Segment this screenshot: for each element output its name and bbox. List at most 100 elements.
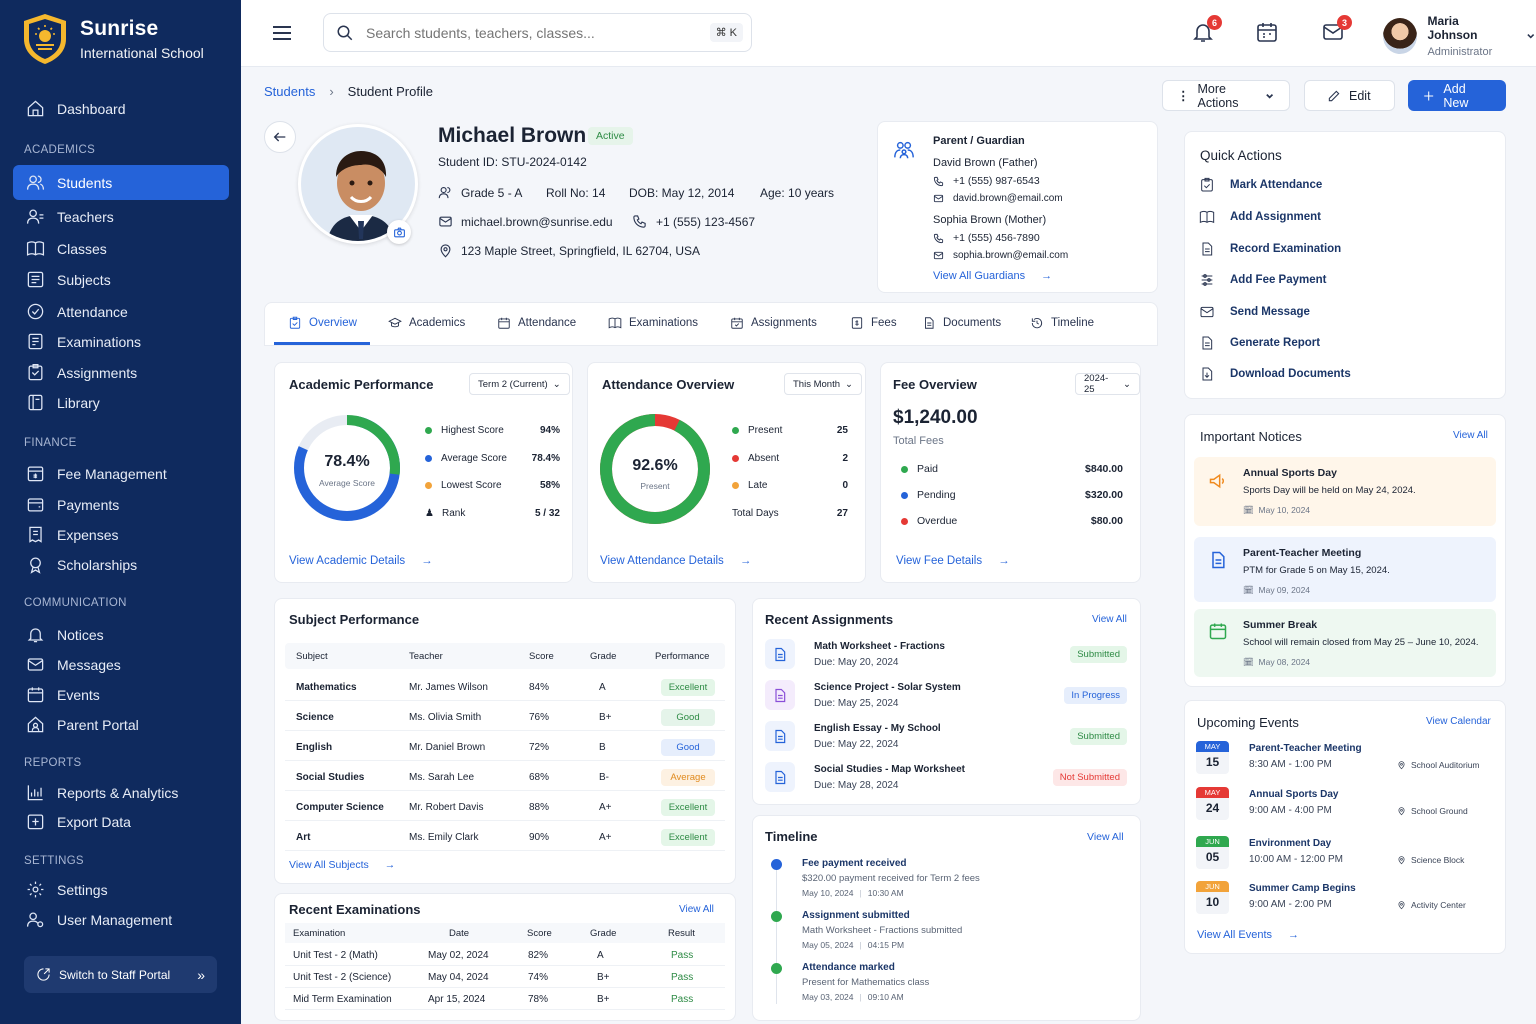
quick-action-record-examination[interactable]: Record Examination <box>1199 241 1341 257</box>
view-attendance-details-link[interactable]: View Attendance Details → <box>600 555 751 567</box>
tab-academics[interactable]: Academics <box>388 316 465 330</box>
change-photo-button[interactable] <box>387 220 411 244</box>
sidebar-item-messages[interactable]: Messages <box>13 647 229 682</box>
sidebar-item-subjects[interactable]: Subjects <box>13 262 229 297</box>
sidebar-item-students[interactable]: Students <box>13 165 229 200</box>
mother-phone[interactable]: +1 (555) 456-7890 <box>933 232 1040 244</box>
year-dropdown[interactable]: 2024-25 ⌄ <box>1075 373 1140 395</box>
more-actions-button[interactable]: ⋮ More Actions <box>1162 80 1290 111</box>
sidebar-item-settings[interactable]: Settings <box>13 872 229 907</box>
month-dropdown[interactable]: This Month ⌄ <box>784 373 862 395</box>
event-title[interactable]: Summer Camp Begins <box>1249 883 1356 894</box>
arrow-right-icon: → <box>739 555 752 567</box>
assignment-due: Due: May 25, 2024 <box>814 698 899 709</box>
assignment-status-badge: In Progress <box>1064 687 1127 704</box>
event-day: 24 <box>1205 801 1220 815</box>
event-title[interactable]: Environment Day <box>1249 838 1332 849</box>
sidebar-item-assignments[interactable]: Assignments <box>13 355 229 390</box>
student-phone[interactable]: +1 (555) 123-4567 <box>632 214 755 229</box>
exams-view-all-link[interactable]: View All <box>679 904 714 915</box>
timeline-view-all-link[interactable]: View All <box>1087 831 1124 843</box>
exam-date: May 02, 2024 <box>428 950 489 961</box>
assignment-item[interactable]: Math Worksheet - Fractions Due: May 20, 2… <box>763 637 1131 673</box>
quick-action-mark-attendance[interactable]: Mark Attendance <box>1199 177 1322 193</box>
assignments-view-all-link[interactable]: View All <box>1092 614 1127 625</box>
quick-action-download-documents[interactable]: Download Documents <box>1199 366 1351 382</box>
hamburger-menu-icon[interactable] <box>272 24 292 42</box>
sidebar-item-export[interactable]: Export Data <box>13 804 229 839</box>
sidebar-item-library[interactable]: Library <box>13 385 229 420</box>
sidebar-item-parent-portal[interactable]: Parent Portal <box>13 707 229 742</box>
notice-item[interactable]: Summer Break School will remain closed f… <box>1194 609 1496 677</box>
legend-value: 58% <box>539 480 560 491</box>
tab-examinations[interactable]: Examinations <box>608 316 698 330</box>
tab-overview[interactable]: Overview <box>288 316 357 330</box>
sidebar-item-attendance[interactable]: Attendance <box>13 294 229 329</box>
assignment-item[interactable]: English Essay - My School Due: May 22, 20… <box>763 719 1131 755</box>
view-fee-details-link[interactable]: View Fee Details → <box>896 555 1010 567</box>
event-title[interactable]: Parent-Teacher Meeting <box>1249 743 1362 754</box>
notification-count-badge: 6 <box>1207 15 1222 30</box>
event-title[interactable]: Annual Sports Day <box>1249 789 1339 800</box>
event-month: MAY <box>1196 741 1229 752</box>
back-button[interactable] <box>264 121 296 153</box>
sidebar-item-fee-management[interactable]: Fee Management <box>13 456 229 491</box>
quick-action-send-message[interactable]: Send Message <box>1199 304 1310 320</box>
quick-action-add-fee-payment[interactable]: Add Fee Payment <box>1199 272 1327 288</box>
father-phone[interactable]: +1 (555) 987-6543 <box>933 175 1040 187</box>
tab-documents[interactable]: Documents <box>922 316 1001 330</box>
quick-action-add-assignment[interactable]: Add Assignment <box>1199 209 1321 225</box>
search-input[interactable] <box>366 24 696 41</box>
messages-button[interactable]: 3 <box>1321 15 1352 44</box>
tab-attendance[interactable]: Attendance <box>497 316 576 330</box>
view-calendar-link[interactable]: View Calendar <box>1426 716 1491 727</box>
notice-item[interactable]: Parent-Teacher Meeting PTM for Grade 5 o… <box>1194 537 1496 602</box>
father-email[interactable]: david.brown@email.com <box>933 193 1063 204</box>
sidebar-item-scholarships[interactable]: Scholarships <box>13 547 229 582</box>
location-pin-icon <box>1397 855 1406 865</box>
guardian-card: Parent / Guardian David Brown (Father) +… <box>877 121 1158 293</box>
view-all-guardians-link[interactable]: View All Guardians → <box>933 270 1052 282</box>
student-email[interactable]: michael.brown@sunrise.edu <box>438 214 613 229</box>
mail-icon <box>1200 306 1214 318</box>
mother-name: Sophia Brown (Mother) <box>933 214 1047 226</box>
view-all-subjects-link[interactable]: View All Subjects → <box>289 859 395 871</box>
tab-assignments[interactable]: Assignments <box>730 316 817 330</box>
edit-button[interactable]: Edit <box>1304 80 1395 111</box>
calendar-button[interactable] <box>1255 20 1279 44</box>
sidebar-item-reports[interactable]: Reports & Analytics <box>13 775 229 810</box>
notices-view-all-link[interactable]: View All <box>1453 430 1488 441</box>
add-new-button[interactable]: Add New <box>1408 80 1506 111</box>
user-menu[interactable]: Maria Johnson Administrator <box>1383 14 1536 58</box>
switch-portal-button[interactable]: Switch to Staff Portal » <box>24 956 217 993</box>
sidebar-item-dashboard[interactable]: Dashboard <box>13 91 229 126</box>
tab-label: Attendance <box>518 317 577 329</box>
brand[interactable]: Sunrise International School <box>22 12 204 66</box>
mother-email[interactable]: sophia.brown@email.com <box>933 250 1068 261</box>
legend-label: Absent <box>748 452 780 464</box>
sidebar-item-expenses[interactable]: Expenses <box>13 517 229 552</box>
view-all-events-link[interactable]: View All Events → <box>1197 929 1299 941</box>
sidebar-item-events[interactable]: Events <box>13 677 229 712</box>
assignment-item[interactable]: Social Studies - Map Worksheet Due: May 2… <box>763 760 1131 796</box>
sidebar-item-teachers[interactable]: Teachers <box>13 199 229 234</box>
status-badge: Active <box>588 127 633 145</box>
view-academic-details-link[interactable]: View Academic Details → <box>289 555 433 567</box>
sidebar-item-user-management[interactable]: User Management <box>13 902 229 937</box>
notice-item[interactable]: Annual Sports Day Sports Day will be hel… <box>1194 457 1496 526</box>
quick-action-generate-report[interactable]: Generate Report <box>1199 335 1320 351</box>
tab-timeline[interactable]: Timeline <box>1030 316 1094 330</box>
fee-dot <box>901 517 908 525</box>
notifications-button[interactable]: 6 <box>1191 15 1222 44</box>
legend-label: Average Score <box>441 452 507 464</box>
tab-fees[interactable]: Fees <box>850 316 897 330</box>
term-dropdown[interactable]: Term 2 (Current) ⌄ <box>469 373 570 395</box>
breadcrumb-students-link[interactable]: Students <box>264 84 316 99</box>
assignment-item[interactable]: Science Project - Solar System Due: May 2… <box>763 678 1131 714</box>
sidebar-item-classes[interactable]: Classes <box>13 231 229 266</box>
search-bar[interactable]: ⌘ K <box>323 13 752 52</box>
student-id: Student ID: STU-2024-0142 <box>438 155 587 169</box>
sidebar-item-notices[interactable]: Notices <box>13 617 229 652</box>
sidebar-item-payments[interactable]: Payments <box>13 487 229 522</box>
sidebar-item-examinations[interactable]: Examinations <box>13 324 229 359</box>
